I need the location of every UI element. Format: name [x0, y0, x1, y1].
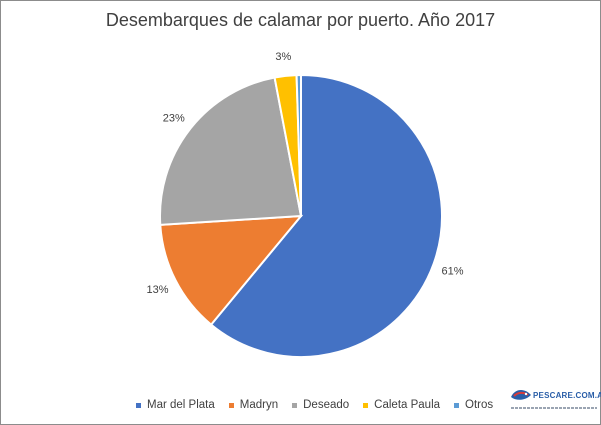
data-label-deseado: 23%	[163, 112, 185, 124]
fish-logo-icon	[511, 389, 531, 400]
legend-label: Deseado	[303, 399, 350, 411]
legend-label: Mar del Plata	[147, 399, 215, 411]
legend-swatch	[136, 402, 141, 408]
pie-slice-otros	[295, 73, 302, 217]
legend-item-deseado: Deseado	[292, 399, 349, 411]
legend-label: Madryn	[239, 399, 279, 411]
legend-swatch	[454, 402, 460, 408]
legend-swatch	[228, 402, 234, 408]
legend-item-madryn: Madryn	[228, 399, 279, 411]
legend-label: Otros	[465, 399, 494, 411]
legend-swatch	[292, 402, 298, 408]
legend-label: Caleta Paula	[374, 399, 441, 411]
logo-tagline	[511, 407, 597, 409]
data-label-madryn: 13%	[147, 284, 169, 296]
pescare-logo: PESCARE.COM.AR	[509, 385, 601, 419]
legend-item-mar-del-plata: Mar del Plata	[136, 399, 215, 411]
chart-title: Desembarques de calamar por puerto. Año …	[105, 10, 496, 30]
pie-slice-madryn	[159, 214, 304, 327]
pie-slice-mar-del-plata	[209, 73, 443, 358]
logo-text: PESCARE.COM.AR	[533, 391, 601, 400]
legend: Mar del Plata Madryn Deseado Caleta Paula Ot…	[136, 399, 507, 411]
pie-slice-deseado	[159, 76, 303, 226]
legend-item-caleta-paula: Caleta Paula	[363, 399, 440, 411]
data-label-mar-del-plata: 61%	[441, 266, 463, 278]
data-label-caleta-paula: 3%	[275, 51, 291, 63]
legend-swatch	[363, 402, 369, 408]
legend-item-otros: Otros	[454, 399, 493, 411]
